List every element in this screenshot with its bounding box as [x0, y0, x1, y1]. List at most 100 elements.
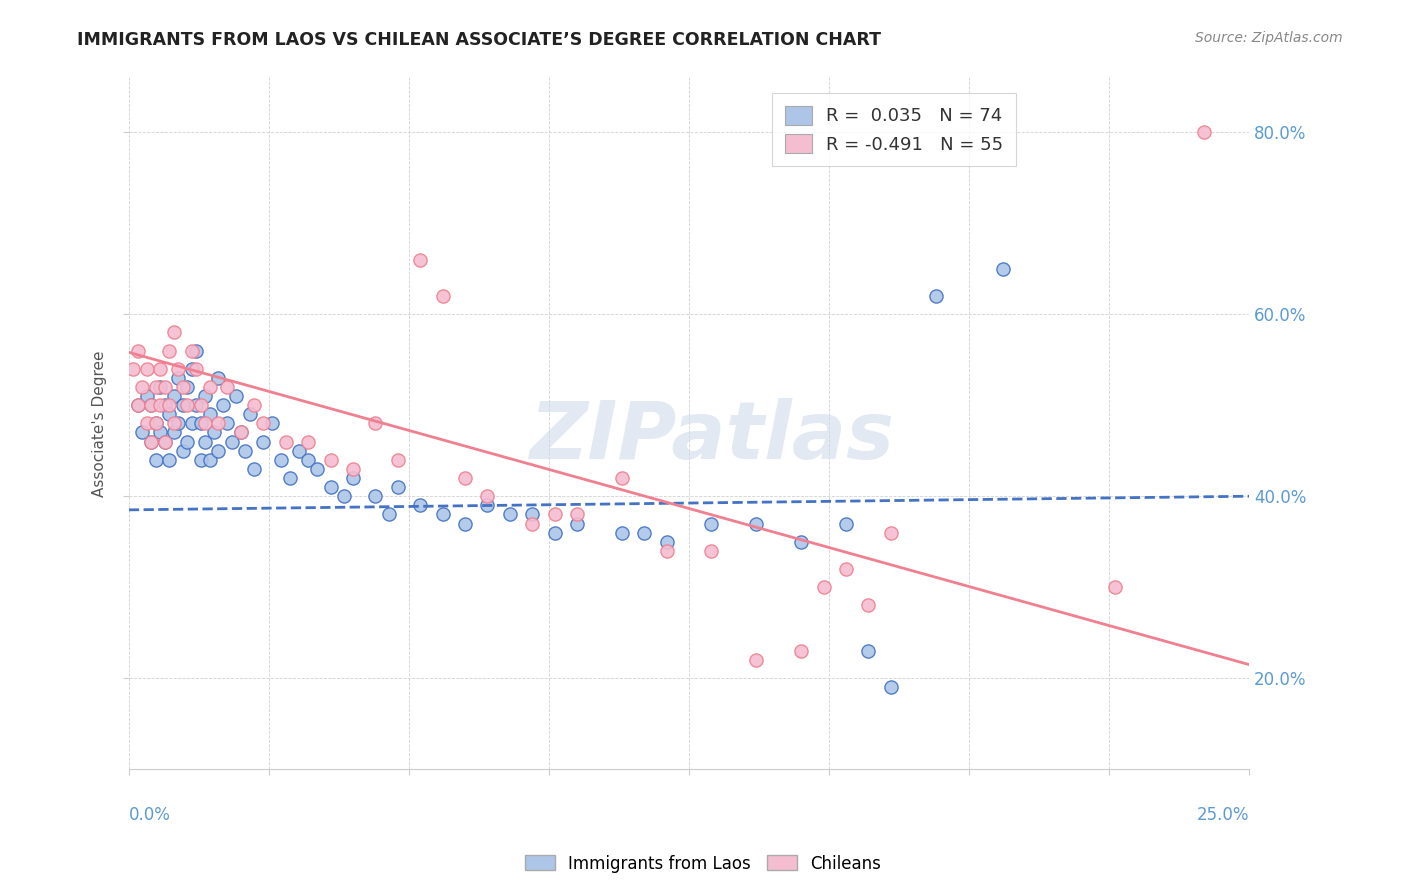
Point [184, 343, 207, 358]
Point [297, 452, 319, 467]
Point [477, 499, 499, 513]
Point [157, 343, 180, 358]
Point [610, 525, 633, 540]
Point [135, 389, 157, 403]
Point [229, 425, 252, 440]
Point [409, 499, 432, 513]
Point [141, 434, 163, 449]
Point [172, 443, 194, 458]
Point [207, 443, 229, 458]
Point [167, 417, 190, 431]
Point [229, 425, 252, 440]
Point [141, 398, 163, 412]
Point [522, 516, 544, 531]
Point [319, 452, 342, 467]
Point [163, 425, 186, 440]
Point [217, 417, 239, 431]
Point [194, 417, 217, 431]
Point [835, 562, 858, 576]
Text: IMMIGRANTS FROM LAOS VS CHILEAN ASSOCIATE’S DEGREE CORRELATION CHART: IMMIGRANTS FROM LAOS VS CHILEAN ASSOCIAT… [77, 31, 882, 49]
Point [172, 398, 194, 412]
Point [217, 380, 239, 394]
Point [924, 289, 946, 303]
Point [307, 462, 329, 476]
Point [167, 371, 190, 385]
Point [207, 417, 229, 431]
Point [274, 434, 297, 449]
Point [565, 516, 588, 531]
Point [297, 434, 319, 449]
Point [270, 452, 292, 467]
Point [131, 425, 153, 440]
Point [319, 480, 342, 494]
Point [153, 434, 176, 449]
Point [145, 380, 167, 394]
Point [387, 452, 409, 467]
Point [543, 525, 565, 540]
Point [454, 516, 477, 531]
Point [145, 452, 167, 467]
Point [1194, 125, 1216, 139]
Point [655, 534, 678, 549]
Point [141, 398, 163, 412]
Legend: Immigrants from Laos, Chileans: Immigrants from Laos, Chileans [517, 848, 889, 880]
Point [149, 361, 172, 376]
Point [153, 380, 176, 394]
Point [176, 380, 198, 394]
Point [190, 398, 212, 412]
Point [149, 425, 172, 440]
Point [207, 371, 229, 385]
Point [145, 417, 167, 431]
Point [163, 417, 186, 431]
Point [190, 452, 212, 467]
Point [153, 398, 176, 412]
Point [198, 380, 221, 394]
Point [858, 599, 880, 613]
Point [543, 508, 565, 522]
Point [342, 462, 364, 476]
Point [127, 398, 149, 412]
Point [880, 525, 903, 540]
Point [364, 489, 387, 503]
Point [135, 361, 157, 376]
Point [522, 508, 544, 522]
Point [145, 417, 167, 431]
Point [991, 261, 1014, 276]
Point [149, 380, 172, 394]
Legend: R =  0.035   N = 74, R = -0.491   N = 55: R = 0.035 N = 74, R = -0.491 N = 55 [772, 94, 1017, 167]
Point [454, 471, 477, 485]
Point [180, 343, 202, 358]
Point [858, 644, 880, 658]
Point [387, 480, 409, 494]
Point [225, 389, 247, 403]
Point [157, 452, 180, 467]
Point [122, 361, 145, 376]
Y-axis label: Associate's Degree: Associate's Degree [93, 351, 107, 497]
Point [163, 389, 186, 403]
Point [172, 380, 194, 394]
Point [157, 407, 180, 421]
Point [565, 508, 588, 522]
Point [127, 398, 149, 412]
Point [378, 508, 401, 522]
Point [202, 425, 225, 440]
Point [184, 361, 207, 376]
Point [194, 389, 217, 403]
Point [364, 417, 387, 431]
Point [180, 417, 202, 431]
Point [252, 434, 274, 449]
Point [180, 361, 202, 376]
Point [131, 380, 153, 394]
Point [1104, 580, 1126, 594]
Point [700, 544, 723, 558]
Point [243, 398, 266, 412]
Text: 0.0%: 0.0% [129, 805, 170, 823]
Point [190, 417, 212, 431]
Point [813, 580, 835, 594]
Point [745, 653, 768, 667]
Point [790, 644, 813, 658]
Point [288, 443, 311, 458]
Point [835, 516, 858, 531]
Point [235, 443, 257, 458]
Point [432, 289, 454, 303]
